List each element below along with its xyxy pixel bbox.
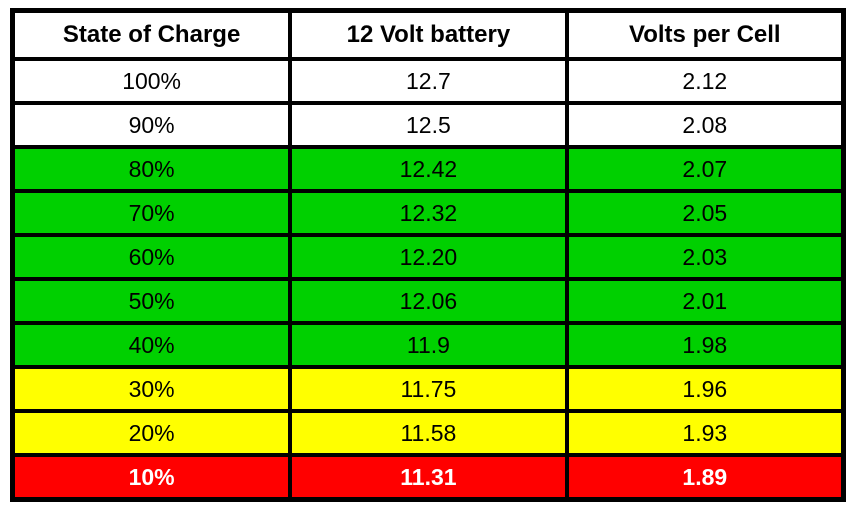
- table-container: State of Charge 12 Volt battery Volts pe…: [0, 0, 856, 510]
- cell-soc: 70%: [13, 191, 290, 235]
- cell-soc: 50%: [13, 279, 290, 323]
- cell-vpc: 2.03: [567, 235, 843, 279]
- col-header-12v: 12 Volt battery: [290, 11, 566, 59]
- cell-soc: 80%: [13, 147, 290, 191]
- cell-12v: 12.06: [290, 279, 566, 323]
- cell-vpc: 2.08: [567, 103, 843, 147]
- col-header-vpc: Volts per Cell: [567, 11, 843, 59]
- table-row: 60% 12.20 2.03: [13, 235, 843, 279]
- table-row: 50% 12.06 2.01: [13, 279, 843, 323]
- table-row: 10% 11.31 1.89: [13, 455, 843, 499]
- table-row: 70% 12.32 2.05: [13, 191, 843, 235]
- cell-vpc: 2.01: [567, 279, 843, 323]
- table-row: 30% 11.75 1.96: [13, 367, 843, 411]
- cell-vpc: 1.96: [567, 367, 843, 411]
- cell-12v: 11.9: [290, 323, 566, 367]
- cell-soc: 30%: [13, 367, 290, 411]
- table-row: 20% 11.58 1.93: [13, 411, 843, 455]
- cell-soc: 60%: [13, 235, 290, 279]
- table-row: 90% 12.5 2.08: [13, 103, 843, 147]
- col-header-soc: State of Charge: [13, 11, 290, 59]
- table-header-row: State of Charge 12 Volt battery Volts pe…: [13, 11, 843, 59]
- cell-soc: 40%: [13, 323, 290, 367]
- cell-vpc: 2.05: [567, 191, 843, 235]
- cell-soc: 100%: [13, 59, 290, 103]
- cell-12v: 12.20: [290, 235, 566, 279]
- cell-soc: 20%: [13, 411, 290, 455]
- cell-vpc: 1.98: [567, 323, 843, 367]
- cell-12v: 11.58: [290, 411, 566, 455]
- cell-vpc: 1.89: [567, 455, 843, 499]
- cell-soc: 90%: [13, 103, 290, 147]
- cell-12v: 12.32: [290, 191, 566, 235]
- cell-12v: 11.75: [290, 367, 566, 411]
- cell-12v: 11.31: [290, 455, 566, 499]
- cell-vpc: 2.07: [567, 147, 843, 191]
- table-row: 100% 12.7 2.12: [13, 59, 843, 103]
- cell-12v: 12.5: [290, 103, 566, 147]
- battery-soc-table: State of Charge 12 Volt battery Volts pe…: [10, 8, 846, 502]
- cell-soc: 10%: [13, 455, 290, 499]
- cell-vpc: 1.93: [567, 411, 843, 455]
- cell-vpc: 2.12: [567, 59, 843, 103]
- table-row: 40% 11.9 1.98: [13, 323, 843, 367]
- cell-12v: 12.42: [290, 147, 566, 191]
- cell-12v: 12.7: [290, 59, 566, 103]
- table-row: 80% 12.42 2.07: [13, 147, 843, 191]
